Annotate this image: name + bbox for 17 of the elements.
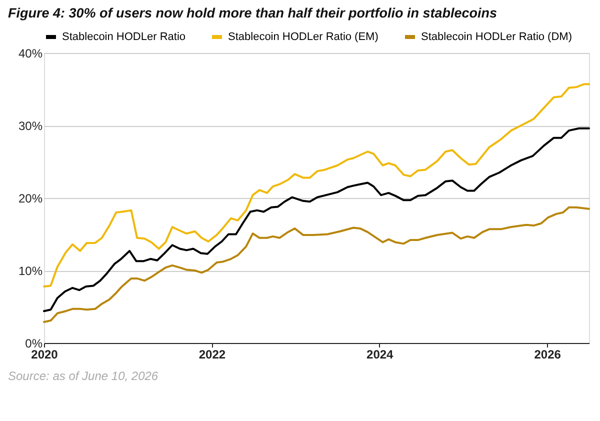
x-tick-label: 2024 bbox=[366, 348, 394, 362]
y-tick-label: 0% bbox=[25, 336, 43, 350]
y-tick-label: 10% bbox=[18, 264, 43, 278]
y-tick-label: 30% bbox=[18, 119, 43, 133]
x-tick-label: 2020 bbox=[31, 348, 58, 362]
line-series bbox=[43, 206, 590, 323]
x-tick-label: 2026 bbox=[534, 348, 562, 362]
line-series bbox=[43, 127, 590, 312]
x-tick-label: 2022 bbox=[198, 348, 226, 362]
legend-label: Stablecoin HODLer Ratio bbox=[62, 31, 186, 43]
line-series bbox=[43, 83, 590, 288]
legend-label: Stablecoin HODLer Ratio (EM) bbox=[228, 31, 378, 43]
chart-title: Figure 4: 30% of users now hold more than half their portfolio in stablecoins bbox=[8, 6, 498, 20]
source-note: Source: as of June 10, 2026 bbox=[8, 369, 158, 383]
y-tick-label: 40% bbox=[18, 46, 43, 60]
y-tick-label: 20% bbox=[18, 192, 43, 206]
legend-label: Stablecoin HODLer Ratio (DM) bbox=[421, 31, 572, 43]
